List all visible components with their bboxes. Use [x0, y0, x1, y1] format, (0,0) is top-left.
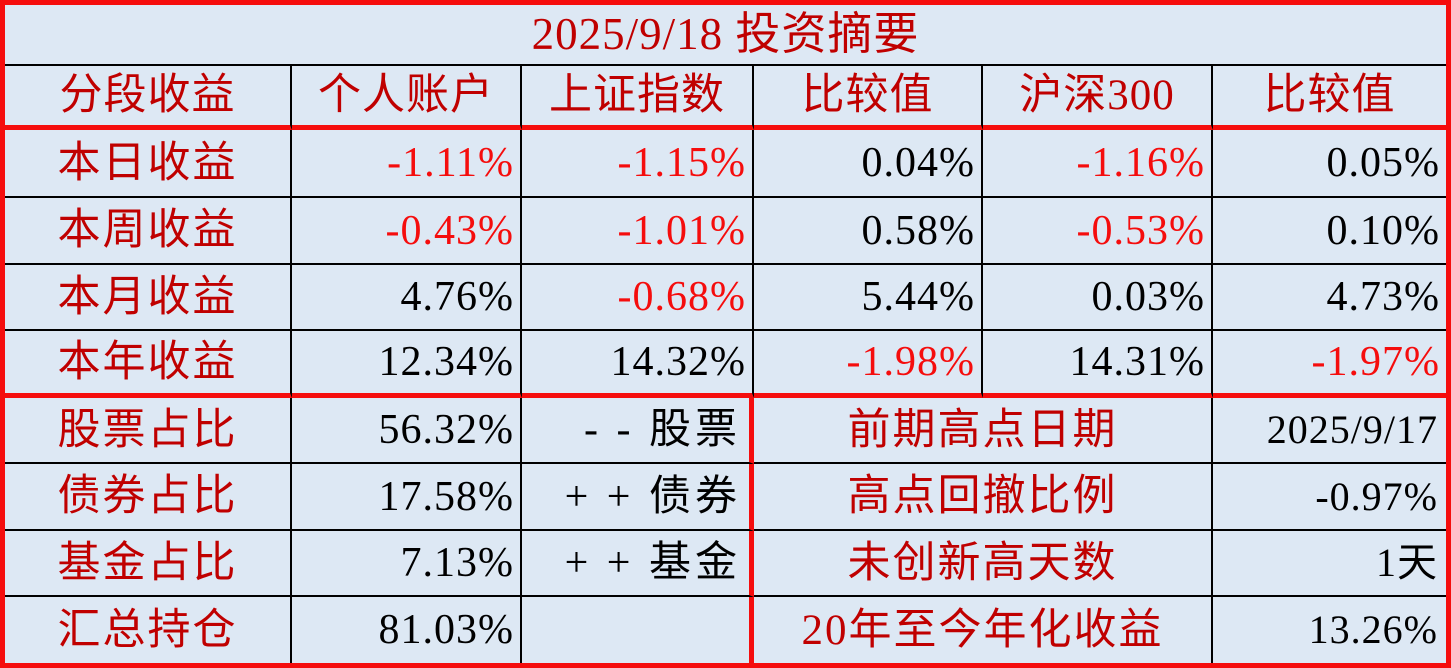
value-cell: 7.13% [292, 531, 522, 597]
value-cell: 14.32% [522, 331, 754, 398]
row-label-fund-ratio: 基金占比 [5, 531, 292, 597]
value-cell: -1.01% [522, 198, 754, 265]
value-cell: 0.03% [983, 265, 1213, 331]
header-segment-return: 分段收益 [5, 66, 292, 130]
value-cell: 56.32% [292, 398, 522, 464]
header-personal-account: 个人账户 [292, 66, 522, 130]
row-label-daily: 本日收益 [5, 130, 292, 198]
metric-value: 1天 [1213, 531, 1446, 597]
value-cell: 0.04% [754, 130, 983, 198]
value-cell: -1.97% [1213, 331, 1446, 398]
metric-value: 2025/9/17 [1213, 398, 1446, 464]
value-cell: 12.34% [292, 331, 522, 398]
note-cell: + + 债券 [522, 464, 754, 531]
metric-label-drawdown: 高点回撤比例 [754, 464, 1213, 531]
metric-label-days-no-high: 未创新高天数 [754, 531, 1213, 597]
value-cell: 14.31% [983, 331, 1213, 398]
value-cell: -1.16% [983, 130, 1213, 198]
row-label-total-position: 汇总持仓 [5, 597, 292, 663]
value-cell: 81.03% [292, 597, 522, 663]
value-cell: -0.43% [292, 198, 522, 265]
value-cell: 0.58% [754, 198, 983, 265]
value-cell: 5.44% [754, 265, 983, 331]
summary-table: 2025/9/18 投资摘要 分段收益 个人账户 上证指数 比较值 沪深300 … [5, 5, 1446, 663]
row-label-stock-ratio: 股票占比 [5, 398, 292, 464]
value-cell: -1.98% [754, 331, 983, 398]
header-csi300: 沪深300 [983, 66, 1213, 130]
value-cell: -1.15% [522, 130, 754, 198]
row-label-monthly: 本月收益 [5, 265, 292, 331]
table-title: 2025/9/18 投资摘要 [5, 5, 1446, 66]
header-compare-2: 比较值 [1213, 66, 1446, 130]
row-label-weekly: 本周收益 [5, 198, 292, 265]
value-cell: 0.10% [1213, 198, 1446, 265]
value-cell: 4.73% [1213, 265, 1446, 331]
note-cell: + + 基金 [522, 531, 754, 597]
note-cell: - - 股票 [522, 398, 754, 464]
metric-label-annualized-return: 20年至今年化收益 [754, 597, 1213, 663]
note-cell [522, 597, 754, 663]
header-compare-1: 比较值 [754, 66, 983, 130]
metric-value: -0.97% [1213, 464, 1446, 531]
value-cell: 17.58% [292, 464, 522, 531]
metric-label-prev-high-date: 前期高点日期 [754, 398, 1213, 464]
row-label-bond-ratio: 债券占比 [5, 464, 292, 531]
row-label-yearly: 本年收益 [5, 331, 292, 398]
metric-value: 13.26% [1308, 607, 1438, 652]
value-cell: -0.53% [983, 198, 1213, 265]
header-sse-index: 上证指数 [522, 66, 754, 130]
value-cell: -0.68% [522, 265, 754, 331]
value-cell: 4.76% [292, 265, 522, 331]
value-cell: 0.05% [1213, 130, 1446, 198]
value-cell: -1.11% [292, 130, 522, 198]
